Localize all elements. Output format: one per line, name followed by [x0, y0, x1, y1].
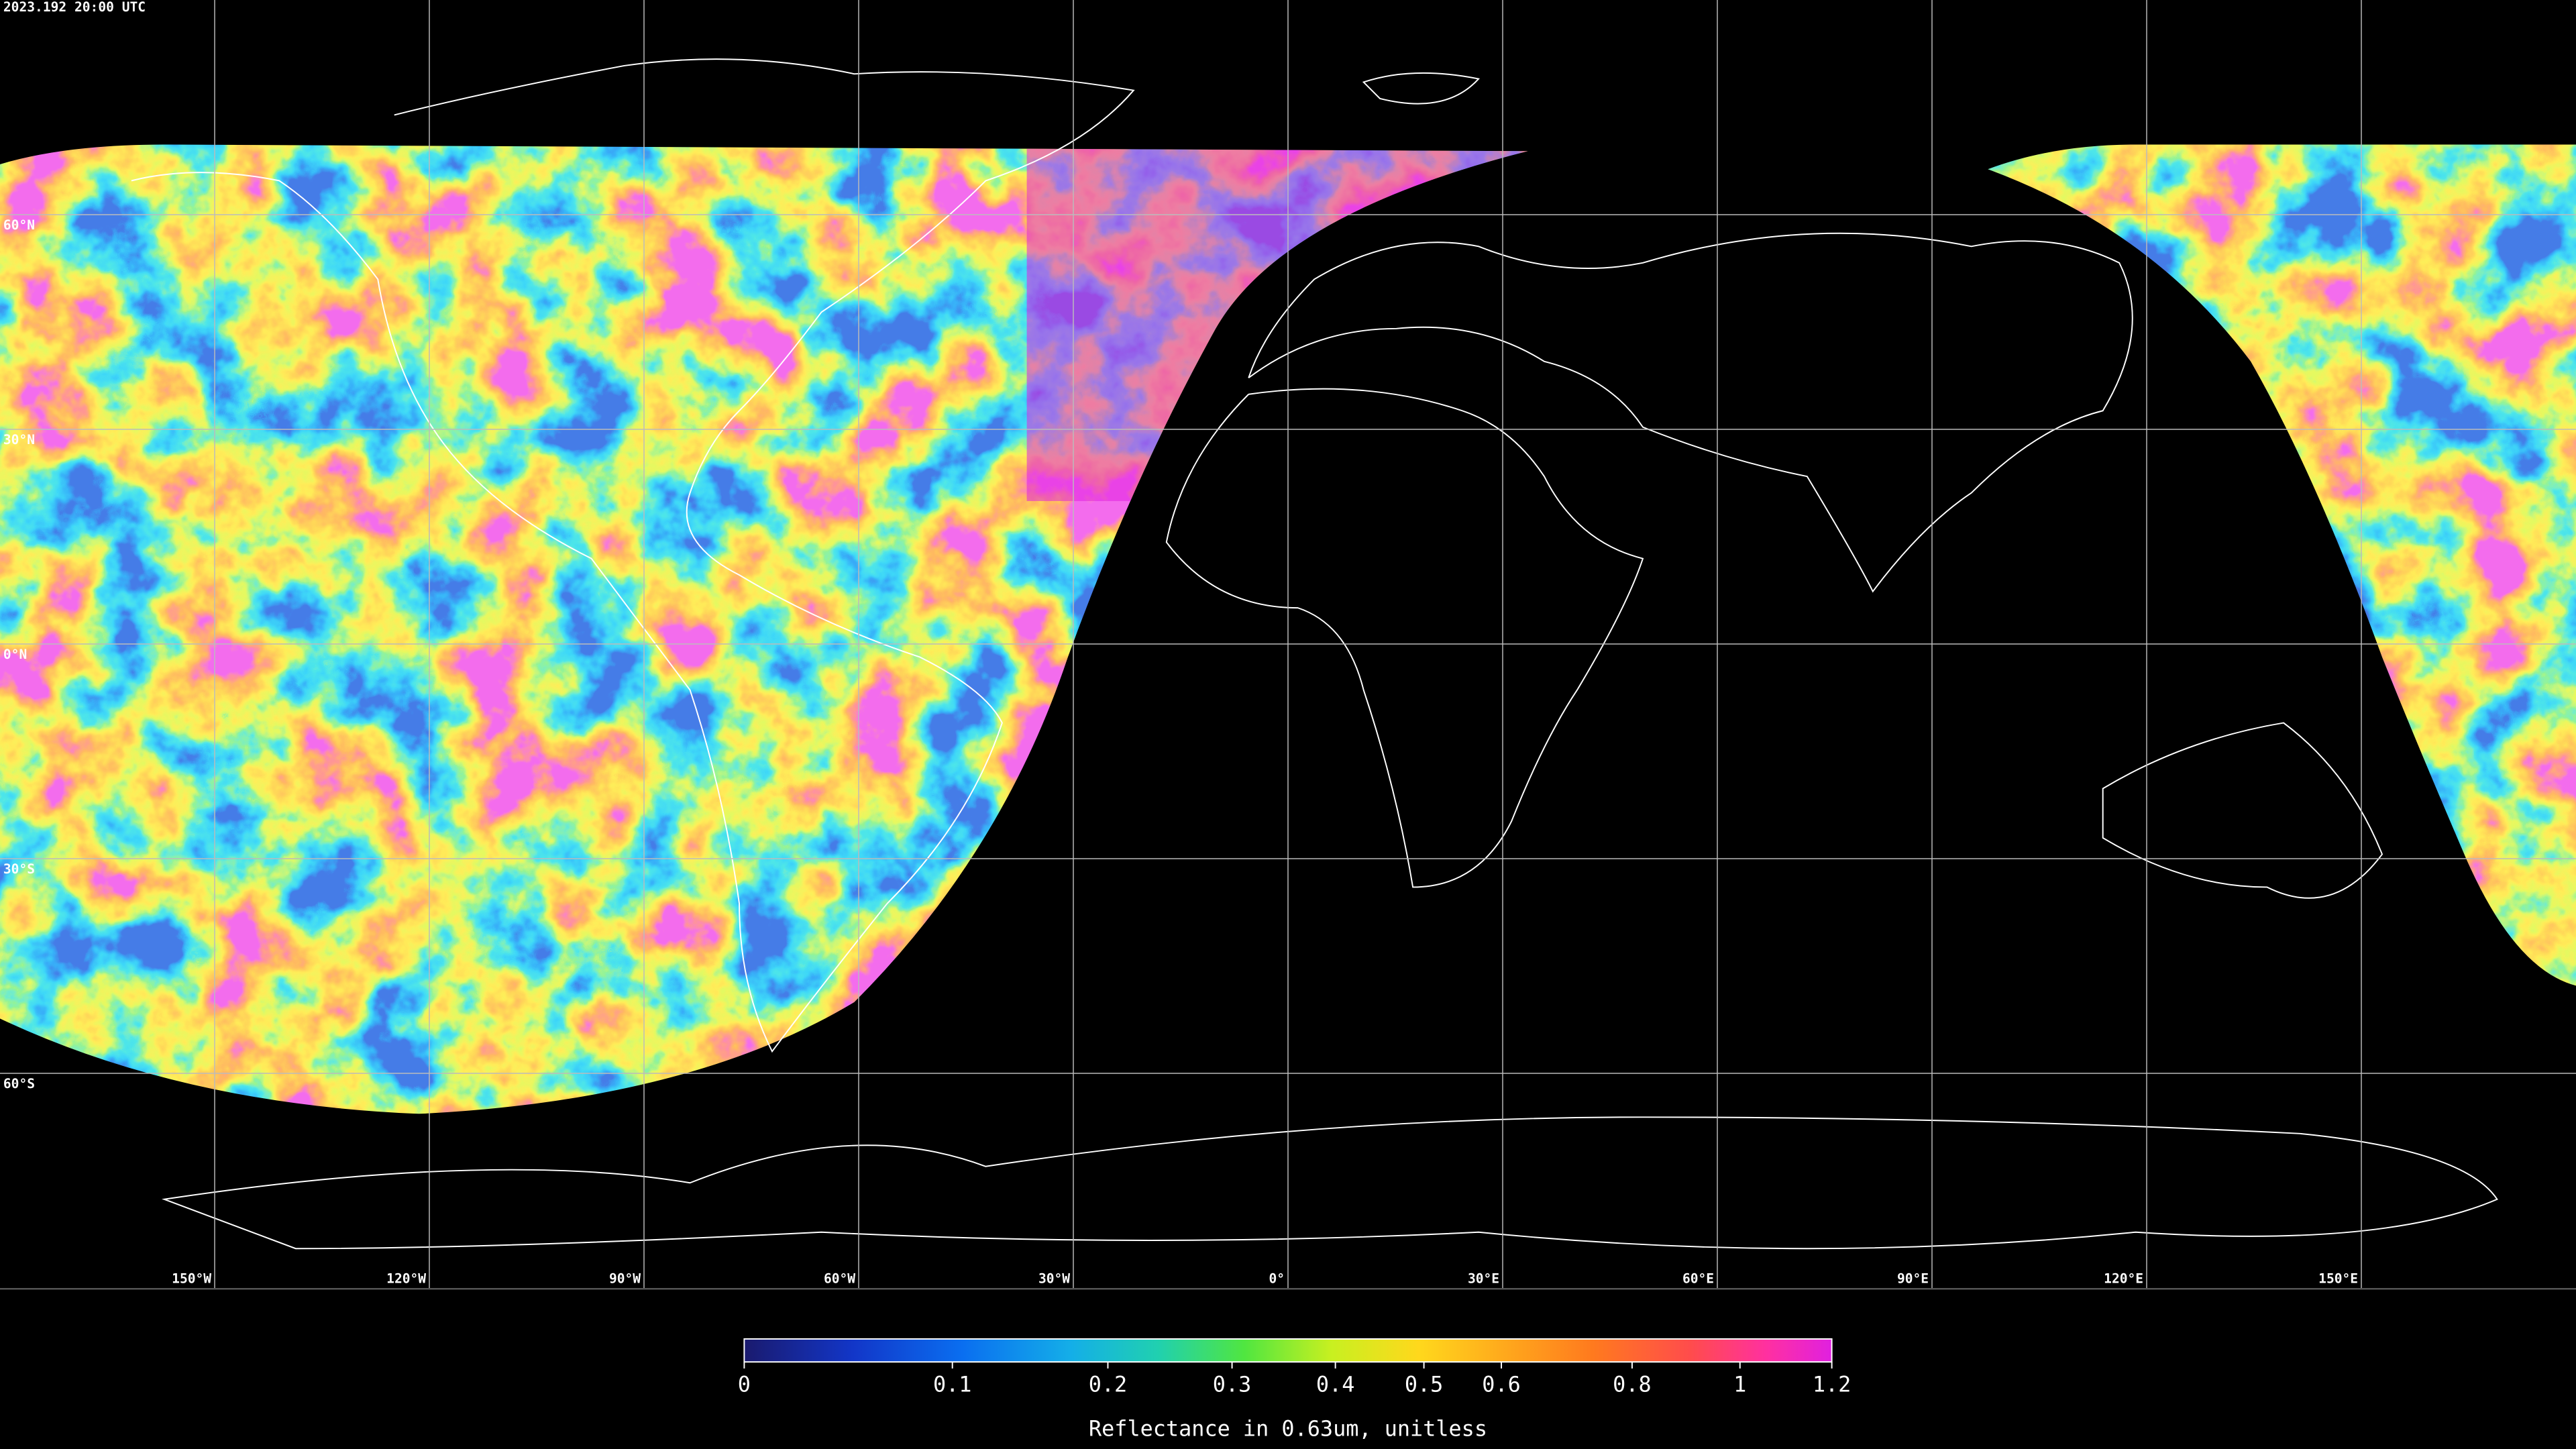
colorbar-tick-label: 0.2: [1089, 1371, 1128, 1397]
colorbar-tick-label: 0.5: [1405, 1371, 1444, 1397]
colorbar-tick-label: 0.1: [933, 1371, 972, 1397]
colorbar-tick-label: 0.4: [1316, 1371, 1355, 1397]
colorbar-tick-label: 0.6: [1482, 1371, 1521, 1397]
lat-label: 30°N: [3, 432, 35, 447]
graticule: 60°N 30°N 0°N 30°S 60°S 150°W 120°W 90°W 60°W 30°…: [0, 0, 2576, 1288]
lon-label: 90°E: [1897, 1271, 1929, 1287]
lon-label: 30°E: [1468, 1271, 1499, 1287]
lon-label: 150°E: [2318, 1271, 2358, 1287]
colorbar-tick-label: 0: [738, 1371, 751, 1397]
lon-label: 120°W: [386, 1271, 426, 1287]
colorbar-tick-label: 1.2: [1813, 1371, 1851, 1397]
lon-label: 120°E: [2104, 1271, 2143, 1287]
colorbar-tick-label: 0.3: [1213, 1371, 1252, 1397]
lat-label: 60°N: [3, 217, 35, 233]
lon-label: 150°W: [172, 1271, 211, 1287]
lon-label: 60°E: [1682, 1271, 1714, 1287]
lat-label: 60°S: [3, 1076, 35, 1091]
lon-label: 0°: [1269, 1271, 1285, 1287]
lat-label: 30°S: [3, 861, 35, 877]
lon-label: 60°W: [824, 1271, 855, 1287]
lon-label: 30°W: [1038, 1271, 1070, 1287]
separator: [0, 1288, 2576, 1290]
lat-label: 0°N: [3, 647, 27, 662]
coastlines: [131, 58, 2498, 1250]
colorbar: [743, 1338, 1833, 1363]
colorbar-tick-label: 0.8: [1613, 1371, 1652, 1397]
colorbar-label: Reflectance in 0.63um, unitless: [1089, 1415, 1487, 1441]
colorbar-tick-label: 1: [1733, 1371, 1746, 1397]
timestamp: 2023.192 20:00 UTC: [3, 0, 146, 15]
lon-label: 90°W: [609, 1271, 641, 1287]
